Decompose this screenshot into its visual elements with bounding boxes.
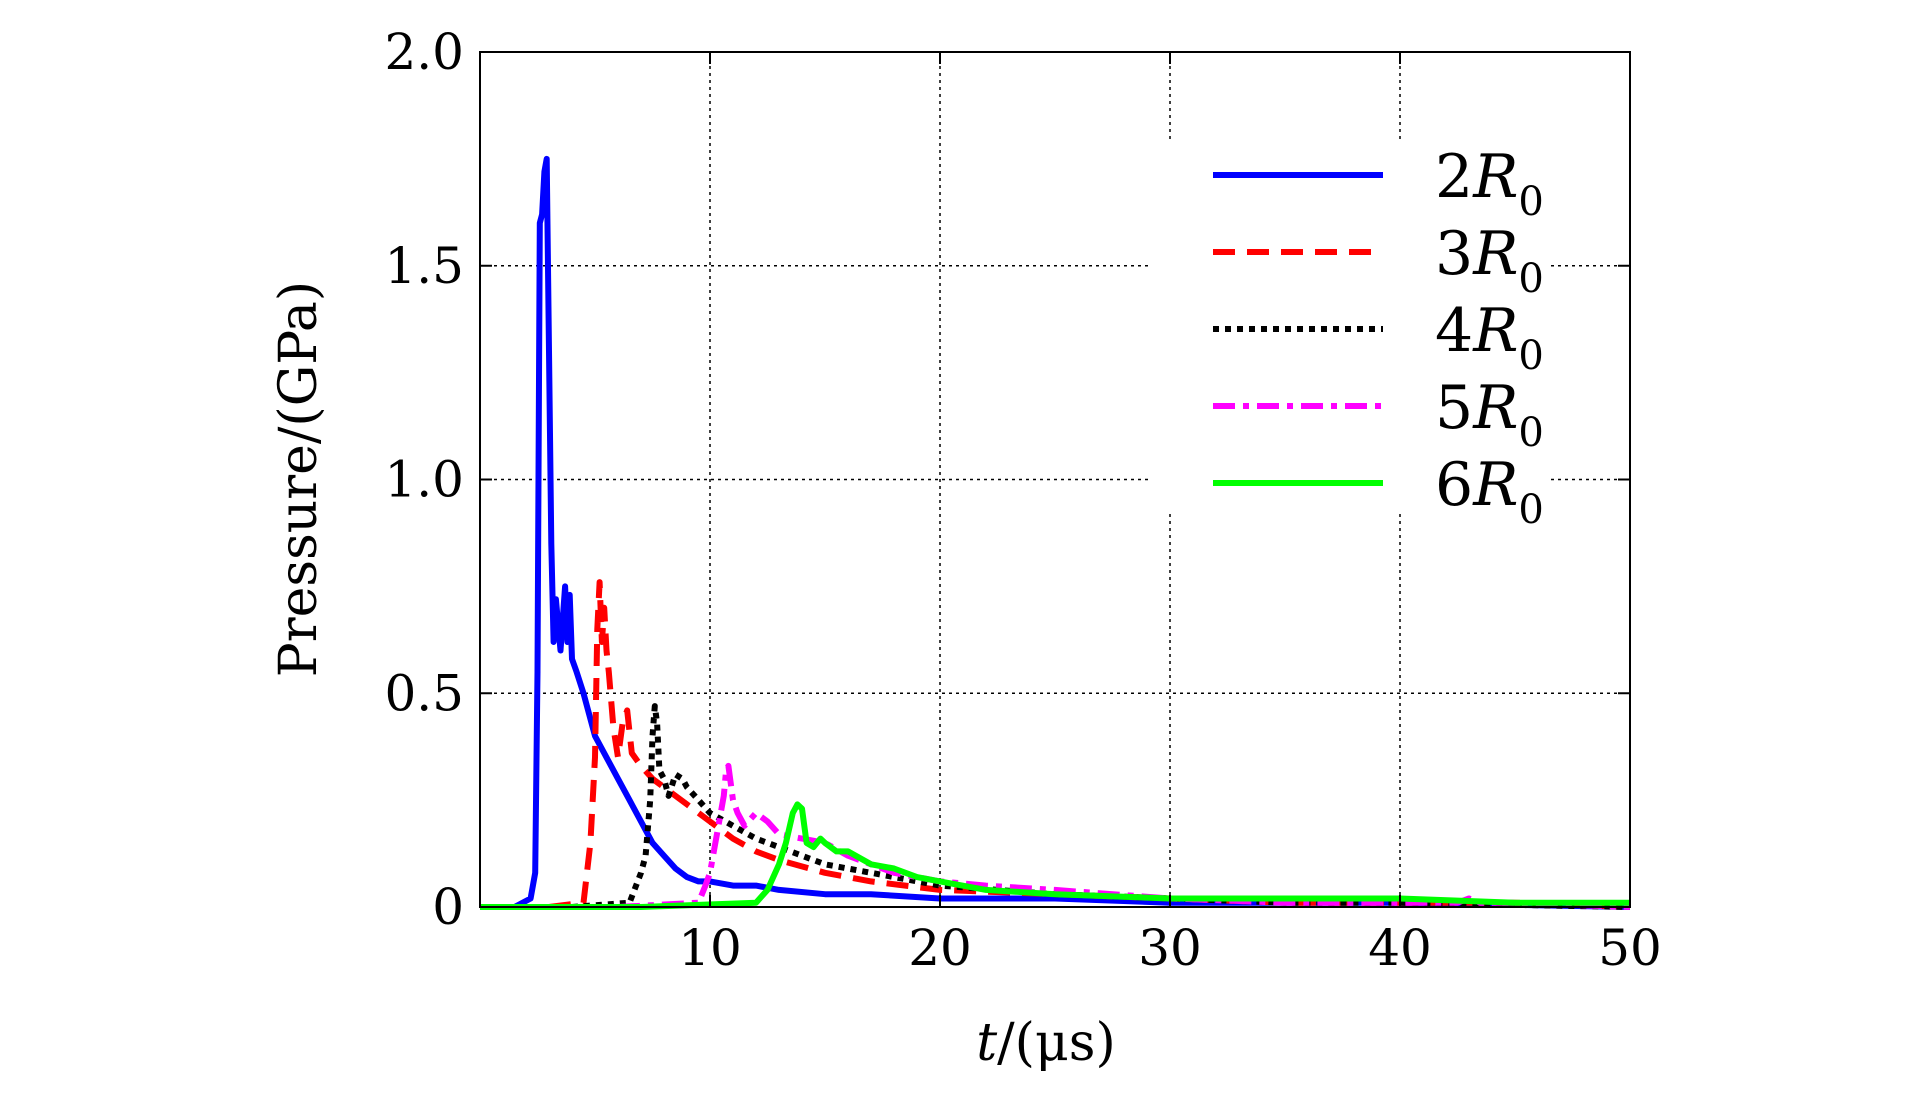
legend-label-4R0: 4R0 (1435, 296, 1544, 379)
series-group (480, 155, 1631, 910)
series-line-6R0 (480, 801, 1630, 910)
x-tick-label: 50 (1598, 919, 1662, 977)
y-tick-labels: 0 0.5 1.0 1.5 2.0 (384, 23, 464, 936)
tick-marks (480, 51, 1631, 908)
x-axis-unit: /(μs) (997, 1013, 1116, 1073)
y-tick-label: 1.0 (384, 451, 464, 509)
x-tick-labels: 10 20 30 40 50 (678, 919, 1662, 977)
legend-label-coefficient: 5 (1435, 373, 1473, 443)
legend-label-variable: R (1472, 373, 1518, 443)
legend-label-coefficient: 3 (1435, 219, 1473, 289)
x-tick-label: 40 (1368, 919, 1432, 977)
x-tick-label: 20 (908, 919, 972, 977)
y-tick-label: 0 (432, 878, 464, 936)
legend-label-variable: R (1472, 219, 1518, 289)
legend-label-subscript: 0 (1518, 487, 1543, 533)
series-line-2R0 (513, 155, 1631, 910)
y-tick-label: 0.5 (384, 664, 464, 722)
legend-label-variable: R (1472, 450, 1518, 520)
legend-label-subscript: 0 (1518, 333, 1543, 379)
legend-label-coefficient: 2 (1435, 142, 1473, 212)
legend-box (1150, 140, 1550, 510)
legend-label-subscript: 0 (1518, 179, 1543, 225)
legend-label-variable: R (1472, 142, 1518, 212)
legend-label-variable: R (1472, 296, 1518, 366)
x-axis-title: t/(μs) (976, 1013, 1115, 1073)
x-tick-label: 10 (678, 919, 742, 977)
x-axis-variable: t (976, 1013, 997, 1073)
legend-label-coefficient: 6 (1435, 450, 1473, 520)
x-tick-label: 30 (1138, 919, 1202, 977)
legend-label-subscript: 0 (1518, 410, 1543, 456)
legend-label-subscript: 0 (1518, 256, 1543, 302)
y-tick-label: 1.5 (384, 237, 464, 295)
y-axis-title: Pressure/(GPa) (269, 281, 329, 677)
y-tick-label: 2.0 (384, 23, 464, 81)
legend-label-5R0: 5R0 (1435, 373, 1544, 456)
series-line-5R0 (617, 762, 1631, 910)
legend-label-2R0: 2R0 (1435, 142, 1544, 225)
legend-label-3R0: 3R0 (1435, 219, 1544, 302)
legend-background (1150, 140, 1550, 510)
legend-label-6R0: 6R0 (1435, 450, 1544, 533)
legend-label-coefficient: 4 (1435, 296, 1473, 366)
